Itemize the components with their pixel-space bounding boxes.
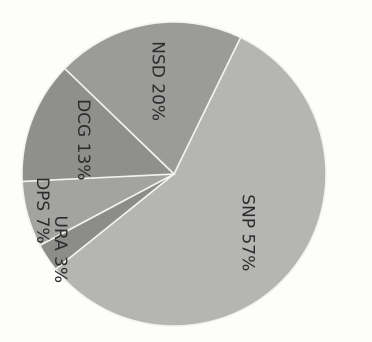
- pie-slices: [21, 21, 327, 327]
- slice-label-ura: URA 3%: [50, 216, 70, 284]
- pie-slice-snp: [54, 36, 327, 327]
- slice-label-snp: SNP 57%: [238, 194, 258, 271]
- pie-slice-nsd: [63, 21, 242, 176]
- pie-labels: SNP 57% URA 3%DPS 7% DCG 13% NSD 20%: [32, 41, 258, 283]
- slice-label-dcg: DCG 13%: [73, 99, 93, 180]
- slice-label-nsd: NSD 20%: [148, 41, 168, 121]
- slice-label-dps: DPS 7%: [32, 177, 52, 244]
- pie-slice-dcg: [21, 67, 176, 183]
